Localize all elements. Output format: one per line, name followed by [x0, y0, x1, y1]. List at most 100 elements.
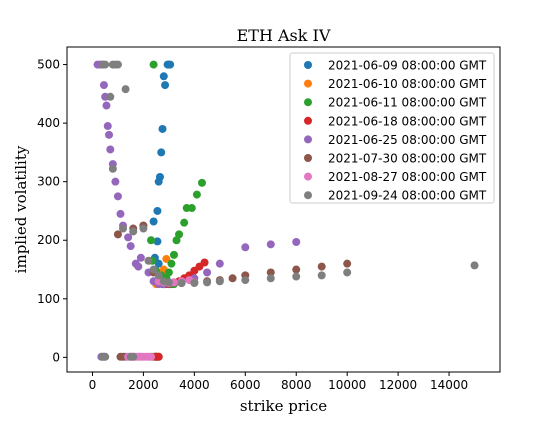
data-point: [158, 124, 167, 133]
y-axis-label: implied volatility: [12, 145, 30, 273]
data-point: [139, 224, 148, 233]
x-tick-label: 4000: [179, 378, 210, 392]
data-point: [266, 240, 275, 249]
data-point: [149, 60, 158, 69]
data-point: [343, 259, 352, 268]
data-point: [192, 190, 201, 199]
data-point: [292, 265, 301, 274]
series-1: [149, 60, 175, 361]
data-points: [93, 60, 479, 361]
data-point: [147, 236, 156, 245]
legend-marker: [304, 172, 312, 181]
data-point: [266, 274, 275, 283]
x-tick-label: 2000: [128, 378, 159, 392]
y-tick-label: 0: [52, 350, 60, 364]
data-point: [102, 101, 111, 110]
data-point: [134, 262, 143, 271]
data-point: [153, 237, 162, 246]
data-point: [136, 253, 145, 262]
legend-label: 2021-06-25 08:00:00 GMT: [328, 133, 487, 147]
series-7: [124, 276, 199, 361]
data-point: [105, 130, 114, 139]
data-point: [129, 352, 138, 361]
data-point: [175, 230, 184, 239]
y-tick-label: 200: [37, 233, 60, 247]
legend-label: 2021-08-27 08:00:00 GMT: [328, 170, 487, 184]
y-tick-label: 400: [37, 116, 60, 130]
legend-marker: [304, 135, 312, 144]
data-point: [203, 278, 212, 287]
y-tick-label: 500: [37, 58, 60, 72]
data-point: [266, 268, 275, 277]
legend-marker: [304, 191, 312, 200]
x-tick-label: 0: [89, 378, 97, 392]
legend-items: 2021-06-09 08:00:00 GMT 2021-06-10 08:00:…: [304, 59, 487, 203]
x-tick-label: 10000: [328, 378, 366, 392]
data-point: [470, 261, 479, 270]
data-point: [228, 274, 237, 283]
legend: 2021-06-09 08:00:00 GMT 2021-06-10 08:00:…: [289, 52, 495, 204]
legend-marker: [304, 154, 312, 162]
legend-label: 2021-06-09 08:00:00 GMT: [328, 59, 487, 73]
x-axis-label: strike price: [240, 397, 327, 415]
data-point: [164, 278, 173, 287]
data-point: [144, 256, 153, 265]
data-point: [153, 206, 162, 215]
axis-ticks: 0 2000 4000 6000 8000 10000 12000 14000 0 100 200 3…: [37, 58, 468, 392]
legend-label: 2021-06-10 08:00:00 GMT: [328, 77, 487, 91]
data-point: [154, 259, 163, 268]
data-point: [292, 272, 301, 281]
legend-marker: [304, 61, 312, 69]
data-point: [119, 224, 128, 233]
legend-marker: [304, 116, 312, 125]
data-point: [113, 230, 122, 239]
legend-label: 2021-06-18 08:00:00 GMT: [328, 114, 487, 128]
legend-label: 2021-07-30 08:00:00 GMT: [328, 152, 487, 166]
data-point: [111, 177, 120, 186]
data-point: [149, 217, 158, 226]
data-point: [343, 268, 352, 277]
data-point: [215, 277, 224, 286]
data-point: [203, 268, 212, 277]
data-point: [101, 352, 110, 361]
x-tick-label: 12000: [379, 378, 417, 392]
y-tick-label: 100: [37, 292, 60, 306]
legend-label: 2021-06-11 08:00:00 GMT: [328, 96, 487, 110]
data-point: [190, 278, 199, 287]
data-point: [149, 265, 158, 274]
data-point: [241, 276, 250, 285]
data-point: [166, 60, 175, 69]
data-point: [113, 192, 122, 201]
series-5: [93, 60, 301, 361]
plot-area: [66, 46, 501, 373]
data-point: [113, 60, 122, 69]
data-point: [161, 81, 170, 90]
y-tick-label: 300: [37, 175, 60, 189]
data-point: [317, 271, 326, 280]
data-point: [162, 254, 171, 263]
data-point: [169, 250, 178, 259]
x-tick-label: 8000: [281, 378, 312, 392]
data-point: [124, 233, 133, 242]
data-point: [157, 148, 166, 157]
series-8: [98, 60, 479, 361]
data-point: [241, 243, 250, 252]
data-point: [126, 242, 135, 251]
data-point: [154, 177, 163, 186]
legend-marker: [304, 98, 312, 107]
data-point: [187, 204, 196, 213]
data-point: [180, 218, 189, 227]
data-point: [108, 164, 117, 173]
data-point: [106, 92, 115, 101]
legend-frame: [289, 52, 495, 204]
data-point: [116, 209, 125, 218]
data-point: [99, 81, 108, 90]
data-point: [129, 227, 138, 236]
data-point: [164, 268, 173, 277]
data-point: [154, 271, 163, 280]
x-tick-label: 6000: [230, 378, 261, 392]
legend-label: 2021-09-24 08:00:00 GMT: [328, 189, 487, 203]
data-point: [106, 145, 115, 154]
